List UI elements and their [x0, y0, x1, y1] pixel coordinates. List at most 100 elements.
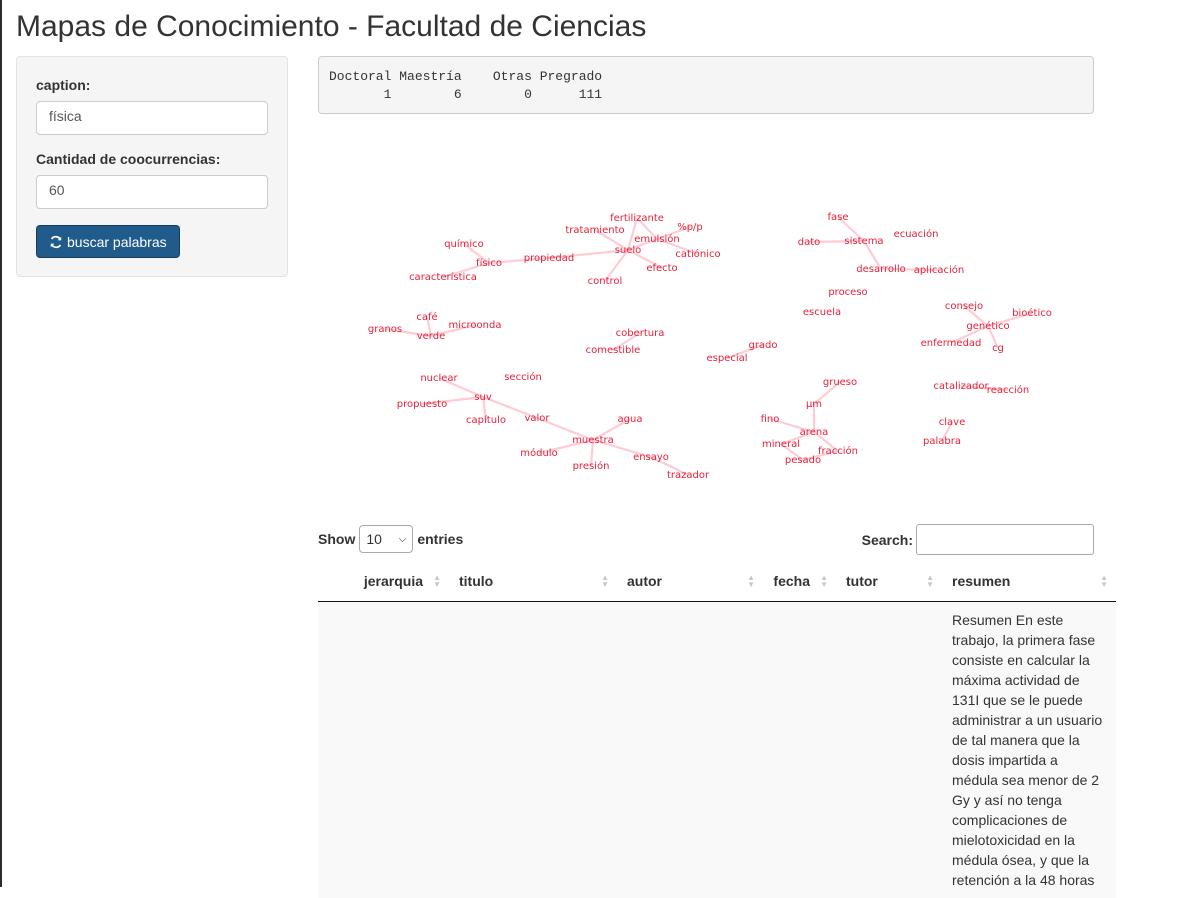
search-words-button-label: buscar palabras [67, 233, 167, 250]
network-word: ensayo [633, 452, 669, 463]
sort-icon: ▲ ▼ [433, 573, 441, 589]
network-edge [780, 443, 804, 461]
column-header-titulo[interactable]: titulo ▲ ▼ [449, 562, 617, 602]
network-word: reacción [987, 384, 1029, 396]
network-word: microonda [449, 320, 502, 331]
network-edge [592, 438, 652, 459]
network-edge [425, 316, 433, 337]
column-header-label: fecha [773, 573, 810, 590]
network-word: µm [806, 399, 822, 410]
network-word: desarrollo [856, 264, 905, 275]
network-word: propuesto [397, 399, 447, 410]
network-edge [813, 381, 841, 405]
network-word: especial [706, 353, 747, 364]
network-word: pesado [785, 455, 821, 466]
network-word: módulo [520, 447, 557, 459]
table-controls: Show 10 ⌵ entries Search: [318, 524, 1094, 556]
caption-input[interactable]: física [36, 101, 268, 135]
network-word: valor [524, 413, 550, 424]
network-word: fertilizante [610, 213, 664, 224]
network-edge [488, 256, 550, 265]
network-word: comestible [586, 345, 641, 356]
results-table: jerarquia ▲ ▼ titulo ▲ ▼ autor ▲ ▼ fecha ▲ ▼… [318, 562, 1116, 898]
table-row[interactable]: Resumen En este trabajo, la primera fase… [318, 601, 1116, 898]
network-word: ecuación [894, 228, 939, 240]
network-edge [538, 438, 594, 455]
network-word: granos [368, 324, 402, 335]
chevron-down-icon: ⌵ [398, 533, 407, 545]
network-word: capítulo [466, 414, 506, 426]
network-word: consejo [945, 301, 983, 312]
network-edge [430, 323, 476, 338]
network-word: agua [618, 414, 643, 425]
network-word: característica [409, 271, 477, 283]
network-word: emulsión [634, 233, 679, 245]
sort-icon: ▲ ▼ [820, 573, 828, 589]
network-word: suv [474, 392, 492, 403]
network-edge [986, 325, 1000, 349]
degree-header-maestria: Maestría [399, 69, 462, 84]
column-header-label: autor [627, 573, 662, 590]
network-word: fino [761, 414, 780, 425]
degree-count-doctoral: 1 [383, 87, 392, 102]
refresh-icon [50, 235, 62, 248]
table-search-input[interactable] [916, 524, 1094, 555]
degree-header-pregrado: Pregrado [539, 69, 603, 84]
cell-tutor [836, 601, 942, 898]
entries-select-value: 10 [366, 531, 382, 547]
column-header-jerarquia[interactable]: jerarquia ▲ ▼ [318, 562, 449, 602]
network-word: efecto [646, 263, 677, 274]
network-edge [589, 439, 595, 467]
network-word: catiónico [675, 248, 720, 260]
network-edge [594, 229, 629, 251]
network-edge [813, 431, 839, 452]
network-edge [592, 418, 631, 441]
network-word: arena [800, 427, 829, 438]
network-word: muestra [572, 435, 614, 446]
network-edge [726, 343, 764, 360]
degree-header-otras: Otras [492, 69, 532, 84]
degree-count-otras: 0 [524, 87, 532, 102]
network-edge [421, 395, 484, 406]
network-word: cg [992, 343, 1004, 354]
degree-count-pregrado: 111 [578, 87, 603, 102]
column-header-label: jerarquia [363, 573, 423, 590]
search-words-button[interactable]: buscar palabras [36, 225, 180, 258]
network-word: fracción [818, 445, 858, 457]
table-search: Search: [862, 524, 1094, 555]
network-edge [536, 416, 594, 442]
column-header-resumen[interactable]: resumen ▲ ▼ [942, 562, 1116, 602]
cooccurrence-count-label: Cantidad de coocurrencias: [36, 151, 221, 167]
column-header-tutor[interactable]: tutor ▲ ▼ [836, 562, 942, 602]
network-edge [656, 225, 691, 241]
entries-select[interactable]: 10 ⌵ [359, 525, 414, 553]
search-label: Search: [861, 531, 913, 548]
sort-icon: ▲ ▼ [747, 573, 755, 589]
cell-titulo [449, 601, 617, 898]
entries-label: entries [417, 531, 464, 547]
network-edge [837, 216, 865, 242]
network-edge [960, 384, 1009, 392]
network-word: propiedad [524, 253, 574, 264]
network-word: %p/p [677, 222, 703, 233]
network-edge [780, 430, 815, 446]
network-word: presión [573, 460, 610, 472]
network-word: suelo [615, 245, 642, 256]
network-word: mineral [762, 439, 800, 450]
network-edge [463, 243, 490, 264]
cell-resumen: Resumen En este trabajo, la primera fase… [942, 601, 1116, 898]
network-edge [769, 417, 815, 434]
sort-icon: ▲ ▼ [926, 573, 934, 589]
column-header-autor[interactable]: autor ▲ ▼ [617, 562, 763, 602]
network-edge [950, 325, 989, 344]
column-header-fecha[interactable]: fecha ▲ ▼ [763, 562, 836, 602]
cooccurrence-count-input[interactable]: 60 [36, 175, 268, 209]
network-word: dato [798, 237, 821, 248]
network-word: proceso [828, 287, 867, 298]
column-header-label: tutor [846, 573, 878, 590]
sidebar-panel: caption: física Cantidad de coocurrencia… [16, 56, 288, 277]
caption-label: caption: [36, 77, 91, 93]
network-word: sección [504, 371, 542, 383]
network-word: grueso [823, 377, 857, 388]
network-edge [656, 237, 699, 256]
